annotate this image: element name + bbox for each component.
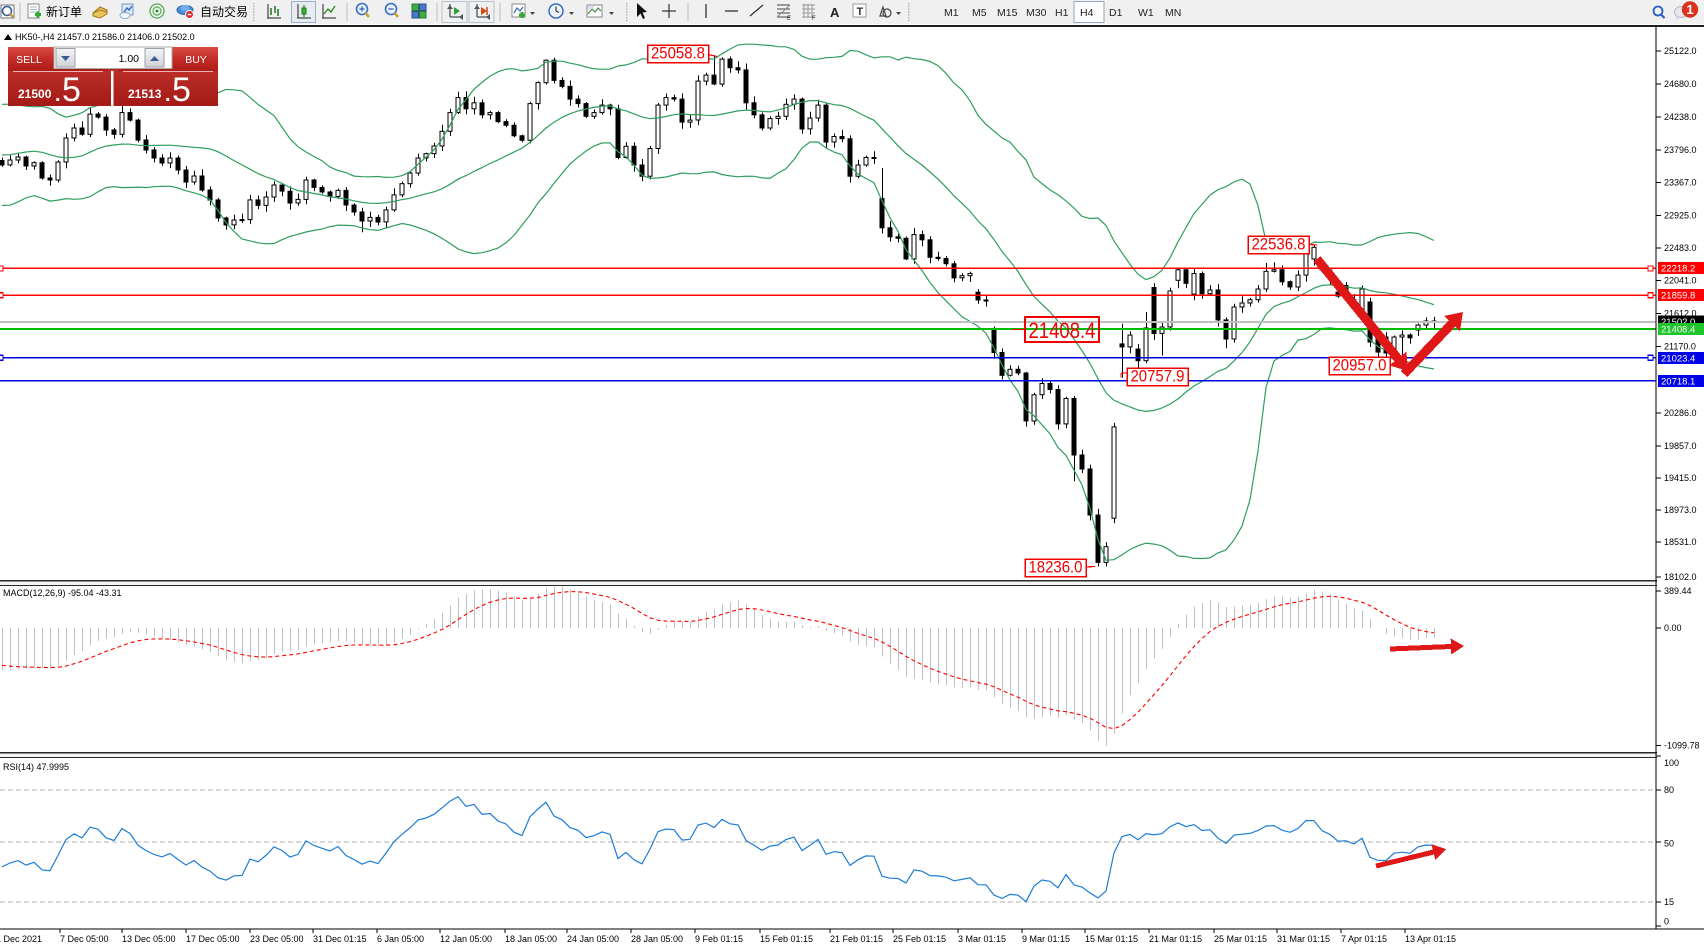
svg-text:23796.0: 23796.0 xyxy=(1664,145,1697,155)
svg-text:F: F xyxy=(812,16,816,22)
svg-text:28 Jan 05:00: 28 Jan 05:00 xyxy=(631,934,683,944)
svg-text:50: 50 xyxy=(1664,839,1674,849)
svg-text:H4: H4 xyxy=(1080,7,1094,19)
svg-text:22483.0: 22483.0 xyxy=(1664,243,1697,253)
svg-text:HK50-,H4 21457.0 21586.0 2140: HK50-,H4 21457.0 21586.0 21406.0 21502.0 xyxy=(15,32,195,42)
svg-text:18531.0: 18531.0 xyxy=(1664,537,1697,547)
svg-text:18102.0: 18102.0 xyxy=(1664,572,1697,582)
svg-text:15: 15 xyxy=(1664,897,1674,907)
svg-text:22925.0: 22925.0 xyxy=(1664,211,1697,221)
svg-text:D1: D1 xyxy=(1109,7,1123,19)
svg-text:21500: 21500 xyxy=(18,87,52,101)
svg-text:13 Apr 01:15: 13 Apr 01:15 xyxy=(1405,934,1456,944)
svg-text:15 Feb 01:15: 15 Feb 01:15 xyxy=(760,934,813,944)
svg-text:22218.2: 22218.2 xyxy=(1661,264,1695,275)
svg-text:23367.0: 23367.0 xyxy=(1664,178,1697,188)
svg-text:5: 5 xyxy=(172,71,191,109)
svg-text:M30: M30 xyxy=(1026,7,1047,19)
svg-text:23 Dec 05:00: 23 Dec 05:00 xyxy=(250,934,304,944)
svg-text:21502.0: 21502.0 xyxy=(1661,317,1695,328)
svg-text:.: . xyxy=(165,84,171,106)
svg-text:0: 0 xyxy=(1664,917,1669,927)
svg-text:389.44: 389.44 xyxy=(1664,586,1692,596)
svg-text:19857.0: 19857.0 xyxy=(1664,441,1697,451)
svg-text:9 Mar 01:15: 9 Mar 01:15 xyxy=(1022,934,1070,944)
svg-text:18 Jan 05:00: 18 Jan 05:00 xyxy=(505,934,557,944)
svg-text:W1: W1 xyxy=(1138,7,1154,19)
svg-text:1: 1 xyxy=(1686,2,1693,17)
svg-text:21612.0: 21612.0 xyxy=(1664,309,1697,319)
svg-text:MN: MN xyxy=(1165,7,1181,19)
svg-text:21023.4: 21023.4 xyxy=(1661,354,1695,365)
svg-text:21513: 21513 xyxy=(128,87,162,101)
svg-text:13 Dec 05:00: 13 Dec 05:00 xyxy=(122,934,176,944)
svg-text:18973.0: 18973.0 xyxy=(1664,505,1697,515)
svg-text:H1: H1 xyxy=(1055,7,1069,19)
svg-text:M5: M5 xyxy=(972,7,987,19)
svg-text:24 Jan 05:00: 24 Jan 05:00 xyxy=(567,934,619,944)
svg-text:21170.0: 21170.0 xyxy=(1664,342,1696,352)
svg-text:RSI(14) 47.9995: RSI(14) 47.9995 xyxy=(3,762,69,772)
svg-text:新订单: 新订单 xyxy=(46,4,82,19)
svg-text:6 Jan 05:00: 6 Jan 05:00 xyxy=(377,934,424,944)
svg-text:80: 80 xyxy=(1664,785,1674,795)
svg-text:5: 5 xyxy=(62,71,81,109)
svg-text:7 Apr 01:15: 7 Apr 01:15 xyxy=(1341,934,1387,944)
svg-text:7 Dec 05:00: 7 Dec 05:00 xyxy=(60,934,109,944)
svg-text:BUY: BUY xyxy=(185,54,207,66)
svg-text:20718.1: 20718.1 xyxy=(1661,377,1695,388)
svg-text:M1: M1 xyxy=(944,7,959,19)
svg-text:0.00: 0.00 xyxy=(1664,623,1682,633)
svg-text:25058.8: 25058.8 xyxy=(651,45,705,63)
svg-text:18236.0: 18236.0 xyxy=(1029,559,1083,577)
svg-text:12 Jan 05:00: 12 Jan 05:00 xyxy=(440,934,492,944)
svg-text:21 Feb 01:15: 21 Feb 01:15 xyxy=(830,934,883,944)
svg-text:21 Mar 01:15: 21 Mar 01:15 xyxy=(1149,934,1202,944)
svg-text:31 Dec 01:15: 31 Dec 01:15 xyxy=(313,934,367,944)
svg-text:SELL: SELL xyxy=(16,54,42,66)
svg-text:25 Feb 01:15: 25 Feb 01:15 xyxy=(893,934,946,944)
svg-text:15 Mar 01:15: 15 Mar 01:15 xyxy=(1085,934,1138,944)
svg-text:自动交易: 自动交易 xyxy=(200,4,248,19)
svg-text:100: 100 xyxy=(1664,758,1679,768)
svg-text:20286.0: 20286.0 xyxy=(1664,408,1697,418)
svg-text:1 Dec 2021: 1 Dec 2021 xyxy=(0,934,42,944)
svg-text:24680.0: 24680.0 xyxy=(1664,79,1697,89)
svg-text:.: . xyxy=(55,84,61,106)
svg-text:21859.8: 21859.8 xyxy=(1661,291,1695,302)
svg-text:9 Feb 01:15: 9 Feb 01:15 xyxy=(695,934,743,944)
svg-text:3 Mar 01:15: 3 Mar 01:15 xyxy=(958,934,1006,944)
svg-text:T: T xyxy=(857,6,864,18)
svg-text:M15: M15 xyxy=(997,7,1018,19)
svg-text:-1099.78: -1099.78 xyxy=(1664,741,1700,751)
svg-text:22536.8: 22536.8 xyxy=(1252,236,1306,254)
svg-text:MACD(12,26,9) -95.04 -43.31: MACD(12,26,9) -95.04 -43.31 xyxy=(3,588,122,598)
svg-text:1.00: 1.00 xyxy=(119,53,140,65)
svg-text:E: E xyxy=(787,16,791,22)
svg-text:20757.9: 20757.9 xyxy=(1131,368,1185,386)
svg-text:25122.0: 25122.0 xyxy=(1664,46,1697,56)
svg-text:24238.0: 24238.0 xyxy=(1664,112,1697,122)
svg-text:A: A xyxy=(830,5,840,20)
svg-text:25 Mar 01:15: 25 Mar 01:15 xyxy=(1214,934,1267,944)
svg-text:21408.4: 21408.4 xyxy=(1029,318,1096,343)
svg-text:19415.0: 19415.0 xyxy=(1664,473,1697,483)
svg-text:22041.0: 22041.0 xyxy=(1664,276,1697,286)
svg-text:17 Dec 05:00: 17 Dec 05:00 xyxy=(186,934,240,944)
svg-text:21408.4: 21408.4 xyxy=(1661,325,1695,336)
svg-text:20957.0: 20957.0 xyxy=(1333,357,1387,375)
svg-text:31 Mar 01:15: 31 Mar 01:15 xyxy=(1277,934,1330,944)
